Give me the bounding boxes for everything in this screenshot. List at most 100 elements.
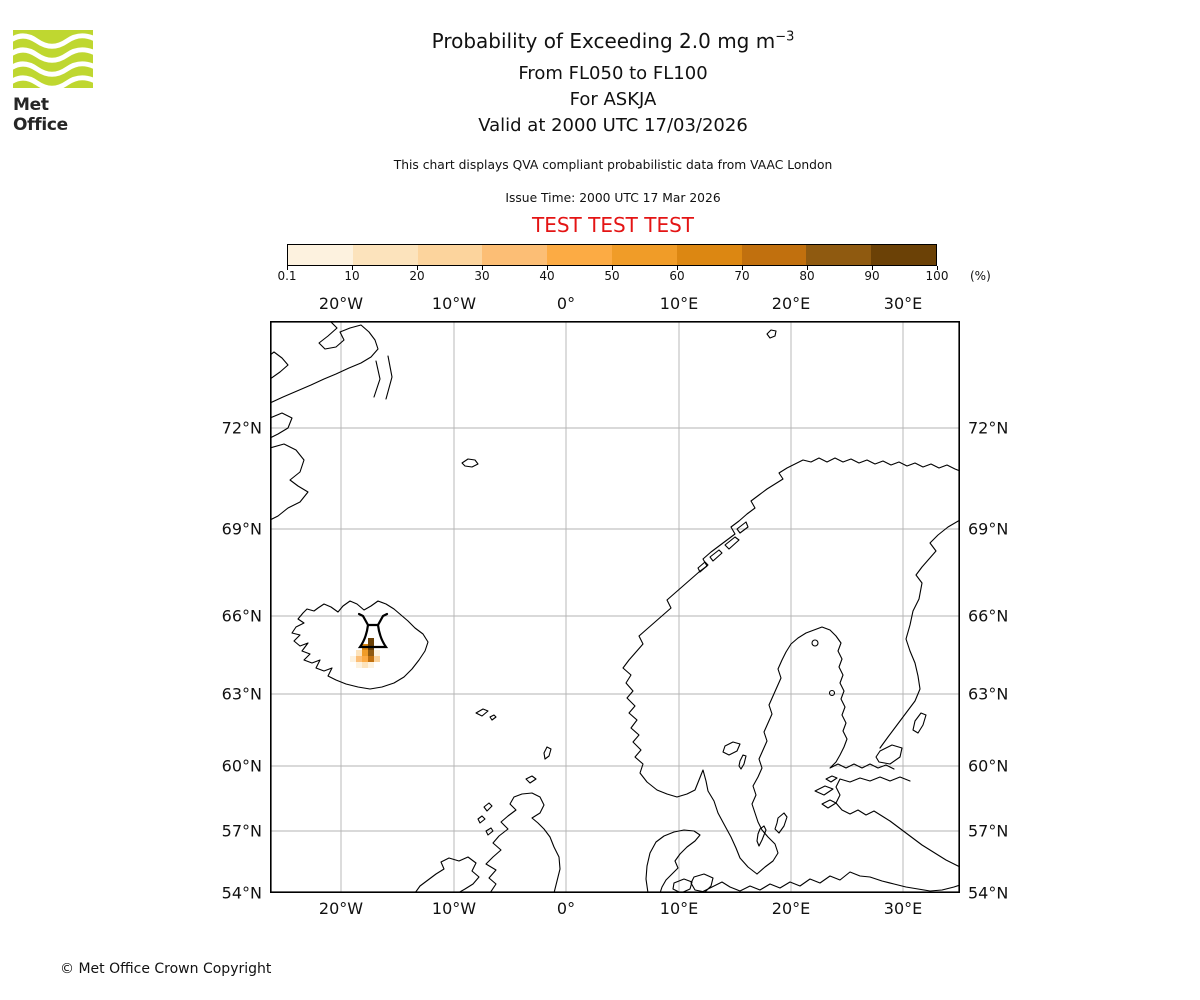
colorbar-tickmark: [352, 266, 354, 270]
colorbar-unit: (%): [970, 269, 991, 283]
colorbar-tickmark: [742, 266, 744, 270]
colorbar-tickmark: [287, 266, 289, 270]
colorbar-tick-label: 60: [669, 269, 685, 283]
colorbar-tickmark: [807, 266, 809, 270]
latitude-label-right-72°N: 72°N: [968, 418, 1009, 438]
longitude-label-30°E: 30°E: [883, 294, 923, 313]
coastline-britain: [485, 792, 561, 893]
ash-cell-30-40pct: [356, 656, 362, 662]
coastline-iceland: [291, 600, 429, 690]
coastline-estonia-latvia: [835, 776, 960, 868]
colorbar-tick-label: 90: [864, 269, 880, 283]
colorbar-segment-0.1-10: [288, 245, 353, 265]
colorbar-tick-label: 100: [925, 269, 949, 283]
subtitle-valid-time: Valid at 2000 UTC 17/03/2026: [478, 115, 748, 136]
colorbar-segment-50-60: [611, 245, 677, 265]
longitude-label-10°W: 10°W: [431, 294, 477, 313]
colorbar-tick-label: 40: [539, 269, 555, 283]
qva-note: This chart displays QVA compliant probab…: [393, 158, 833, 172]
latitude-label-right-66°N: 66°N: [968, 606, 1009, 626]
colorbar-tick-label: 10: [344, 269, 360, 283]
latitude-label-left-66°N: 66°N: [221, 606, 262, 626]
longitude-label-20°E: 20°E: [771, 294, 811, 313]
colorbar-tickmark: [612, 266, 614, 270]
longitude-label-30°E: 30°E: [883, 899, 923, 918]
ash-cell-70-80pct: [368, 656, 374, 662]
met-office-logo-waves-icon: [5, 30, 101, 91]
ash-cell-90-100pct: [368, 638, 374, 644]
latitude-label-left-63°N: 63°N: [221, 684, 262, 704]
colorbar-tickmark: [482, 266, 484, 270]
coastlines: [270, 321, 960, 893]
colorbar-tick-label: 50: [604, 269, 620, 283]
longitude-label-10°W: 10°W: [431, 899, 477, 918]
coastline-oland: [756, 825, 767, 847]
coastline-white-sea-karelia: [879, 519, 960, 749]
colorbar-segment-60-70: [676, 245, 742, 265]
coastline-gulf-of-bothnia-finland: [751, 626, 895, 875]
colorbar-tick-label: 20: [409, 269, 425, 283]
longitude-label-20°E: 20°E: [771, 899, 811, 918]
coastline-shetland-orkney-hebrides: [477, 746, 552, 836]
coastline-denmark: [645, 829, 714, 893]
colorbar-tickmark: [417, 266, 419, 270]
ash-probability-cells: [350, 638, 380, 668]
subtitle-flight-levels: From FL050 to FL100: [518, 63, 708, 84]
ash-cell-10-20pct: [356, 650, 362, 656]
coastline-ireland: [414, 856, 480, 893]
ash-cell-80-90pct: [368, 650, 374, 656]
ash-cell-0.1-10pct: [374, 650, 380, 656]
latitude-label-right-60°N: 60°N: [968, 756, 1009, 776]
coastline-estonian-islands: [814, 775, 838, 809]
ash-cell-20-30pct: [374, 656, 380, 662]
latitude-label-right-57°N: 57°N: [968, 821, 1009, 841]
ash-cell-0.1-10pct: [350, 656, 356, 662]
title-main: Probability of Exceeding 2.0 mg m: [431, 29, 776, 53]
page-title: Probability of Exceeding 2.0 mg m−3: [26, 29, 1200, 53]
colorbar-segment-70-80: [741, 245, 807, 265]
colorbar-tickmark: [677, 266, 679, 270]
coastline-bear-island: [766, 329, 777, 339]
test-banner: TEST TEST TEST: [531, 213, 694, 237]
longitude-label-0°: 0°: [556, 294, 576, 313]
colorbar-segment-20-30: [417, 245, 483, 265]
latitude-label-left-57°N: 57°N: [221, 821, 262, 841]
map-border: [270, 321, 960, 893]
longitude-label-20°W: 20°W: [318, 294, 364, 313]
longitude-label-20°W: 20°W: [318, 899, 364, 918]
colorbar-tickmark: [547, 266, 549, 270]
ash-cell-40-50pct: [362, 656, 368, 662]
colorbar: [287, 244, 937, 266]
colorbar-tick-label: 80: [799, 269, 815, 283]
met-office-logo-text: Met Office: [13, 95, 68, 135]
colorbar-segment-80-90: [806, 245, 872, 265]
issue-time: Issue Time: 2000 UTC 17 Mar 2026: [505, 191, 721, 205]
lakes: [722, 639, 927, 770]
latitude-label-left-54°N: 54°N: [221, 883, 262, 903]
latitude-label-right-69°N: 69°N: [968, 519, 1009, 539]
colorbar-tickmark: [872, 266, 874, 270]
coastline-lofoten-islands: [697, 521, 749, 573]
met-office-logo: Met Office: [5, 30, 105, 135]
colorbar-tick-label: 0.1: [277, 269, 297, 283]
latitude-label-right-54°N: 54°N: [968, 883, 1009, 903]
coastline-greenland: [270, 321, 393, 521]
coastline-faroe-islands: [475, 708, 497, 721]
ash-cell-10-20pct: [362, 662, 368, 668]
coastline-norway-sweden-west: [622, 457, 960, 875]
title-exponent: −3: [775, 29, 795, 45]
colorbar-segment-10-20: [352, 245, 418, 265]
colorbar-segment-40-50: [547, 245, 612, 265]
ash-cell-0.1-10pct: [368, 662, 374, 668]
colorbar-tick-label: 70: [734, 269, 750, 283]
subtitle-volcano: For ASKJA: [569, 89, 657, 110]
colorbar-tickmark: [937, 266, 939, 270]
coastline-gotland: [774, 812, 788, 834]
volcano-marker-askja: [357, 612, 389, 649]
latitude-label-left-72°N: 72°N: [221, 418, 262, 438]
coastline-jan-mayen: [461, 458, 479, 468]
colorbar-segment-30-40: [482, 245, 548, 265]
colorbar-tick-label: 30: [474, 269, 490, 283]
coastline-baltic-south: [699, 871, 960, 893]
map: [270, 321, 960, 893]
